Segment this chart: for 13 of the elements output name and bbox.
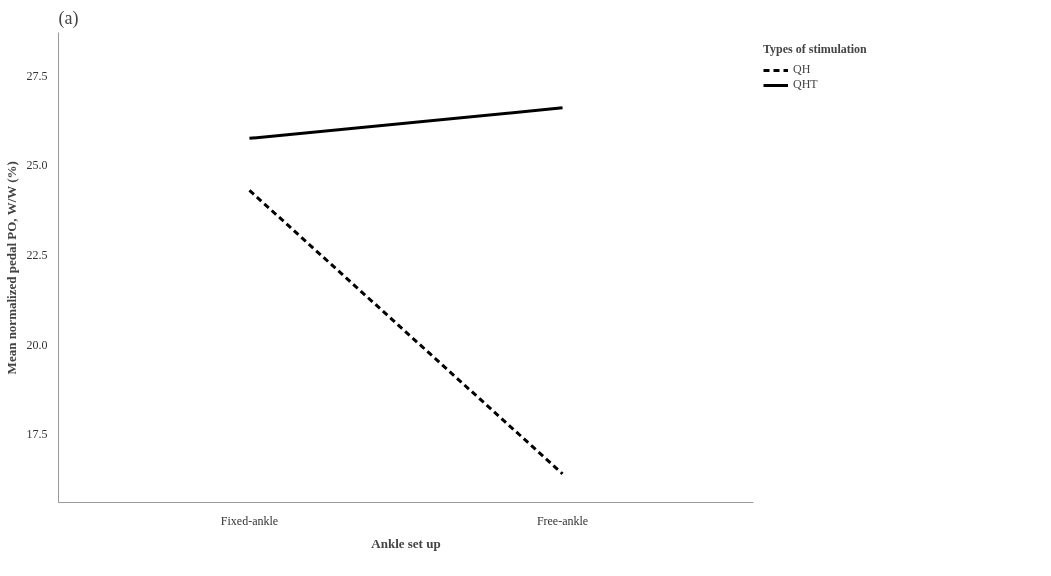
x-axis-title: Ankle set up bbox=[371, 535, 441, 551]
x-tick-label: Fixed-ankle bbox=[220, 513, 279, 528]
y-tick-label: 20.0 bbox=[26, 337, 48, 352]
legend-label: QH bbox=[793, 62, 812, 77]
legend-title: Types of stimulation bbox=[763, 42, 867, 57]
y-tick-label: 17.5 bbox=[26, 427, 48, 442]
y-axis-title: Mean normalized pedal PO, W/W (%) bbox=[3, 161, 19, 375]
y-tick-label: 25.0 bbox=[26, 158, 48, 173]
legend-label: QHT bbox=[793, 77, 818, 92]
y-tick-label: 22.5 bbox=[26, 247, 48, 262]
y-tick-label: 27.5 bbox=[26, 68, 48, 83]
text: (a) bbox=[58, 7, 79, 29]
x-tick-label: Free-ankle bbox=[536, 513, 589, 528]
